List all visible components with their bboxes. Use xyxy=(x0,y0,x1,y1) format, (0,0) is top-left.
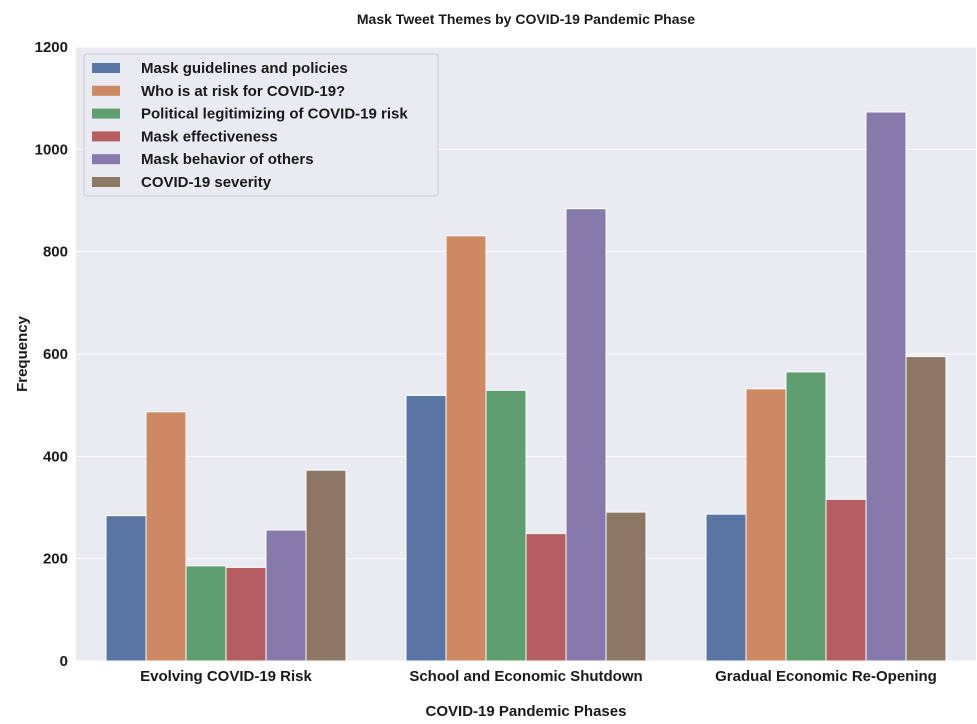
bar xyxy=(785,371,827,662)
x-tick-labels: Evolving COVID-19 Risk School and Economi… xyxy=(140,668,937,685)
bar xyxy=(185,565,227,662)
bars xyxy=(105,111,947,662)
bar xyxy=(905,356,947,662)
x-tick-label: School and Economic Shutdown xyxy=(409,668,642,685)
bar xyxy=(405,394,447,662)
bar xyxy=(145,411,187,662)
bar xyxy=(305,469,347,662)
bar xyxy=(605,511,647,662)
y-tick-label: 600 xyxy=(43,346,68,363)
y-tick-label: 0 xyxy=(60,653,68,670)
y-tick-label: 800 xyxy=(43,244,68,261)
y-tick-label: 400 xyxy=(43,448,68,465)
legend-box xyxy=(83,53,439,197)
y-tick-label: 1000 xyxy=(35,141,68,158)
chart-title: Mask Tweet Themes by COVID-19 Pandemic P… xyxy=(357,11,695,27)
legend-label: COVID-19 severity xyxy=(141,174,272,191)
legend: Mask guidelines and policies Who is at ri… xyxy=(83,53,439,197)
x-tick-label: Gradual Economic Re-Opening xyxy=(715,668,937,685)
bar xyxy=(525,533,567,662)
legend-swatch xyxy=(92,108,120,119)
legend-label: Who is at risk for COVID-19? xyxy=(141,83,345,100)
legend-items: Mask guidelines and policies Who is at ri… xyxy=(92,60,408,191)
y-tick-label: 1200 xyxy=(35,39,68,56)
legend-swatch xyxy=(92,85,120,96)
bar xyxy=(825,498,867,662)
y-tick-label: 200 xyxy=(43,551,68,568)
bar xyxy=(265,529,307,662)
bar xyxy=(485,389,527,662)
legend-label: Mask effectiveness xyxy=(141,128,278,145)
legend-label: Mask behavior of others xyxy=(141,151,314,168)
x-tick-label: Evolving COVID-19 Risk xyxy=(140,668,312,685)
bar xyxy=(745,388,787,662)
legend-swatch xyxy=(92,154,120,165)
legend-label: Mask guidelines and policies xyxy=(141,60,348,77)
x-axis-label: COVID-19 Pandemic Phases xyxy=(426,703,627,719)
bar xyxy=(445,235,487,662)
legend-swatch xyxy=(92,63,120,73)
y-axis-label: Frequency xyxy=(14,315,31,392)
legend-swatch xyxy=(92,177,120,187)
bar xyxy=(225,566,267,662)
bar xyxy=(865,111,907,662)
legend-swatch xyxy=(92,131,120,142)
bar xyxy=(565,208,607,662)
y-tick-labels: 0 200 400 600 800 1000 1200 xyxy=(35,39,68,670)
legend-label: Political legitimizing of COVID-19 risk xyxy=(141,106,408,123)
bar xyxy=(705,513,747,662)
bar xyxy=(105,515,147,662)
